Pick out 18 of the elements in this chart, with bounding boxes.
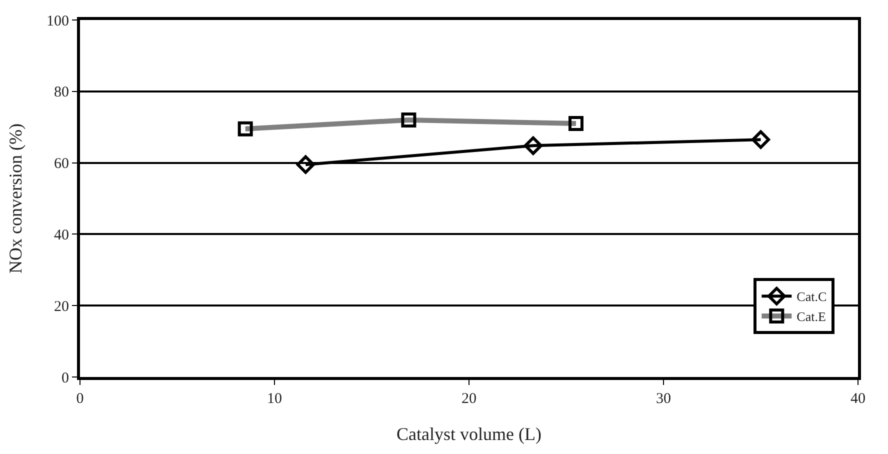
x-tick-label: 20 (462, 391, 476, 407)
x-tick-label: 0 (76, 391, 84, 407)
point (524, 136, 542, 155)
y-tick-label: 0 (62, 370, 69, 386)
legend-label: Cat.C (796, 289, 827, 304)
x-tick-label: 10 (267, 391, 282, 407)
point (296, 155, 315, 174)
x-tick-label: 30 (656, 391, 671, 407)
x-axis-title: Catalyst volume (L) (396, 424, 542, 444)
y-axis-title: NOx conversion (%) (6, 124, 26, 274)
x-tick-label: 40 (850, 391, 866, 407)
point (751, 130, 770, 149)
y-tick-label: 20 (54, 298, 69, 315)
legend-label: Cat.E (796, 309, 826, 324)
y-tick-label: 40 (54, 227, 69, 244)
y-tick-label: 80 (54, 84, 69, 101)
y-tick-label: 100 (46, 13, 69, 30)
y-tick-label: 60 (54, 156, 69, 172)
